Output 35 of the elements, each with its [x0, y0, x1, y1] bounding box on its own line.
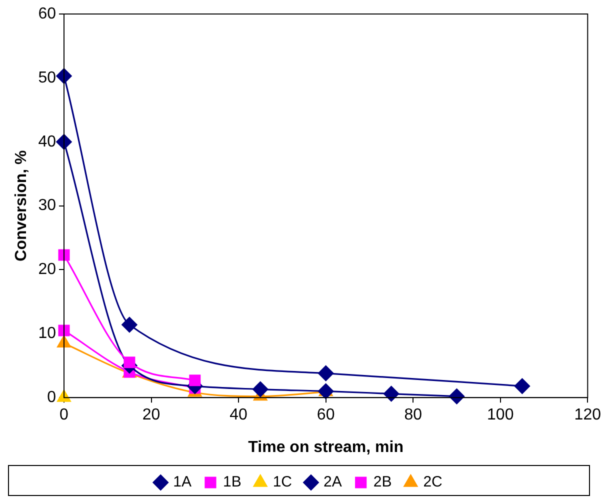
point [318, 366, 334, 382]
point [124, 356, 136, 368]
y-tick-label: 0 [47, 389, 56, 406]
x-tick-label: 40 [230, 406, 248, 424]
y-tick-label: 40 [38, 133, 56, 150]
x-tick-label: 20 [142, 406, 160, 424]
legend-label: 1C [272, 474, 292, 491]
point [56, 68, 72, 84]
point [383, 386, 400, 402]
point [252, 381, 268, 398]
y-tick-label: 10 [38, 325, 56, 342]
point [514, 378, 530, 394]
point [318, 383, 334, 400]
y-axis-title: Conversion, % [13, 150, 30, 262]
x-tick-label: 80 [404, 406, 422, 424]
legend-label: 2B [373, 474, 392, 491]
point [122, 316, 138, 333]
x-tick-label: 60 [316, 406, 335, 424]
legend-label: 1A [173, 474, 192, 491]
point [58, 324, 70, 336]
x-tick-label: 0 [60, 406, 69, 424]
point [189, 374, 201, 386]
legend-label: 1B [222, 474, 242, 491]
y-tick-label: 20 [38, 261, 56, 278]
x-tick-label: 120 [574, 406, 602, 424]
legend-label: 2A [324, 474, 342, 491]
x-axis-title: Time on stream, min [248, 438, 404, 456]
y-tick-label: 50 [38, 69, 56, 86]
y-tick-label: 30 [38, 197, 56, 214]
point [58, 249, 70, 261]
x-tick-label: 100 [487, 406, 514, 424]
point [56, 134, 72, 150]
y-tick-label: 60 [38, 5, 56, 22]
point [448, 388, 465, 404]
legend-label: 2C [423, 474, 443, 491]
